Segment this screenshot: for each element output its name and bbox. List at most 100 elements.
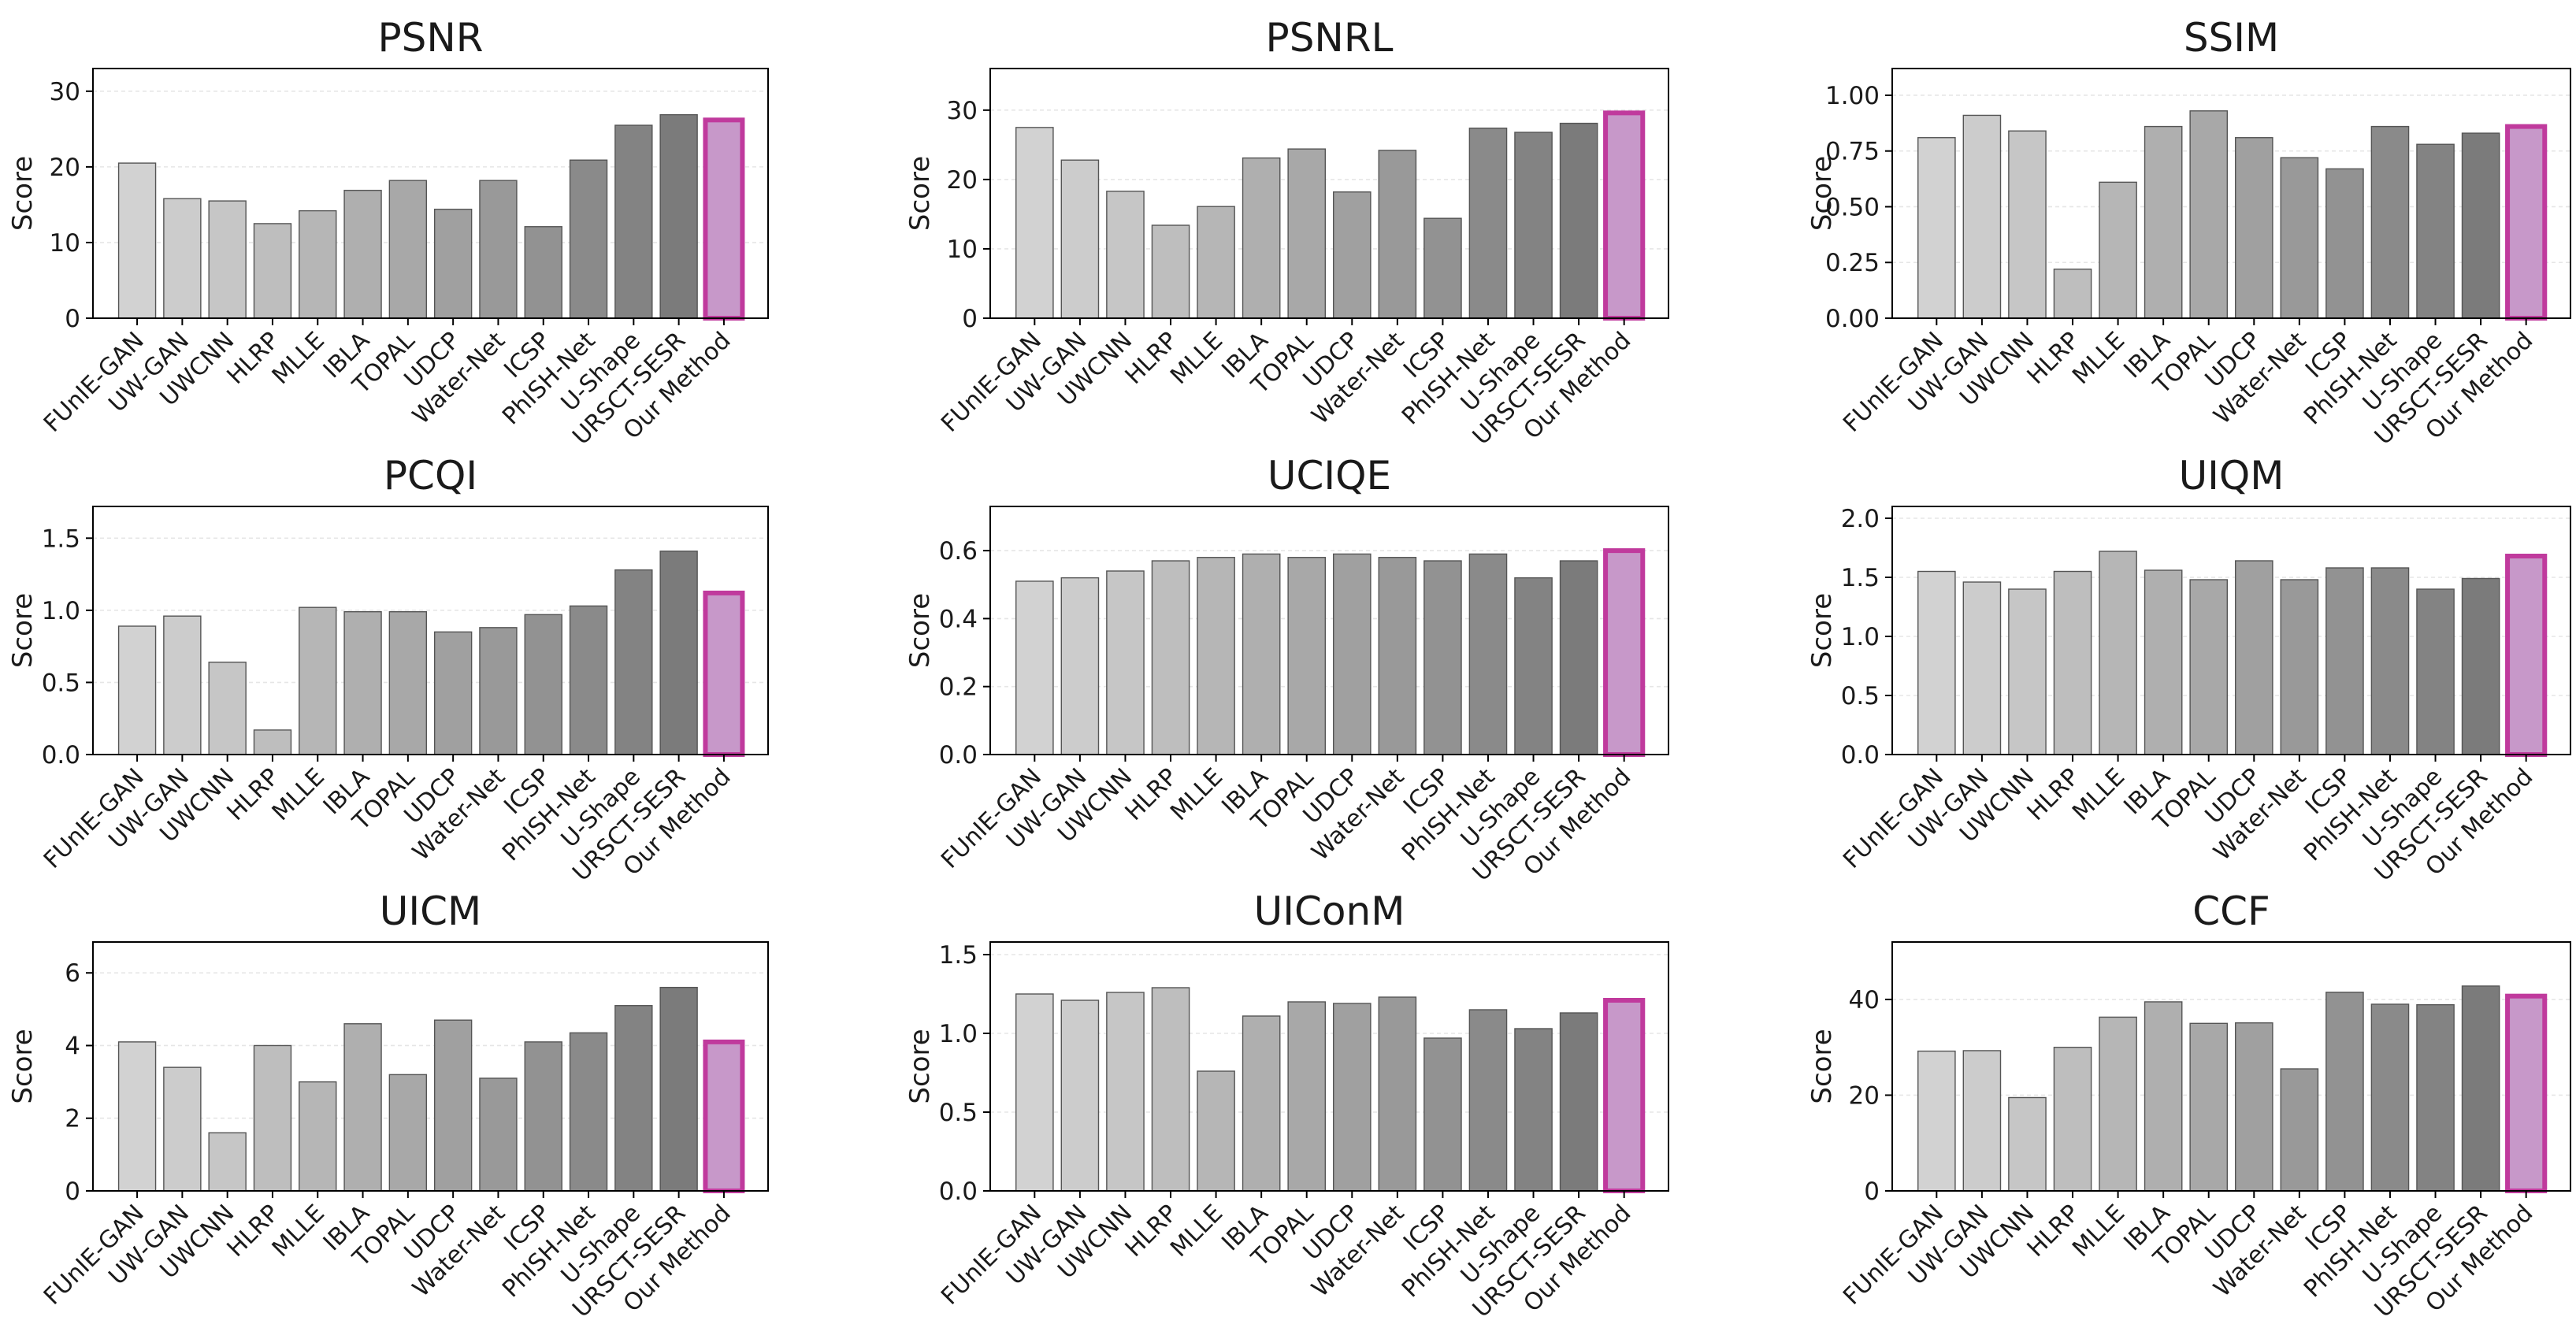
bar-our-method (703, 590, 745, 757)
bar-water-net (479, 1077, 518, 1192)
bar-hlrp (2053, 269, 2092, 319)
bar-phish-net (569, 1032, 608, 1192)
y-axis-label: Score (7, 156, 39, 231)
y-tick-label: 0.2 (939, 673, 978, 702)
bar-water-net (479, 180, 518, 319)
bar-u-shape (2416, 588, 2455, 755)
bar-funie-gan (1015, 580, 1054, 755)
bar-funie-gan (117, 162, 157, 319)
bar-u-shape (1514, 1028, 1553, 1192)
x-tick-label: HLRP (1120, 1200, 1183, 1263)
bar-water-net (2280, 1068, 2319, 1192)
bar-phish-net (2370, 1003, 2410, 1192)
x-tick-label: HLRP (222, 327, 285, 390)
axes-frame (92, 68, 769, 319)
bar-uwcnn (2008, 1096, 2047, 1192)
x-tick-label: HLRP (1120, 327, 1183, 390)
x-tick-label: HLRP (1120, 763, 1183, 826)
bar-mlle (299, 606, 337, 755)
x-tick-label: HLRP (222, 763, 285, 826)
bar-hlrp (253, 1044, 292, 1192)
x-tick-label: MLLE (2067, 1200, 2130, 1263)
bar-phish-net (569, 605, 608, 755)
y-tick-label: 0.50 (1825, 193, 1880, 221)
bar-topal (1287, 148, 1327, 319)
bar-topal (2189, 1022, 2229, 1192)
bar-ibla (1242, 157, 1281, 319)
y-tick-label: 0.0 (939, 741, 978, 770)
bar-udcp (2234, 1022, 2273, 1192)
x-tick-label: HLRP (2022, 327, 2085, 390)
x-tick-label: HLRP (2022, 1200, 2085, 1263)
y-tick-label: 0.6 (939, 537, 978, 566)
y-tick-label: 10 (947, 236, 978, 264)
x-tick-label: MLLE (1165, 327, 1228, 390)
bar-ursct-sesr (2461, 577, 2500, 755)
bar-u-shape (614, 1005, 653, 1192)
y-axis-label: Score (904, 156, 936, 231)
y-tick-label: 20 (947, 166, 978, 195)
chart-pcqi: PCQIScore0.00.51.01.5FUnIE-GANUW-GANUWCN… (7, 453, 769, 887)
bar-our-method (703, 117, 745, 321)
bar-uw-gan (1962, 114, 2002, 319)
bar-udcp (1332, 553, 1372, 755)
bar-our-method (2505, 993, 2548, 1193)
y-tick-label: 0.0 (42, 741, 80, 770)
bar-ibla (2144, 125, 2183, 319)
bar-ursct-sesr (2461, 132, 2500, 319)
bar-ursct-sesr (659, 113, 698, 319)
bar-u-shape (614, 124, 653, 319)
bar-udcp (433, 208, 473, 319)
bar-uw-gan (1060, 577, 1100, 755)
bar-icsp (524, 614, 562, 755)
bar-topal (388, 1074, 428, 1192)
bar-phish-net (1468, 128, 1508, 319)
bar-icsp (1423, 217, 1462, 319)
bar-icsp (2325, 567, 2364, 755)
bar-phish-net (2370, 567, 2410, 755)
bar-mlle (1197, 206, 1235, 319)
axes-frame (1891, 68, 2571, 319)
bar-icsp (1423, 1037, 1462, 1192)
chart-title: UICM (380, 888, 481, 934)
bar-icsp (2325, 168, 2364, 319)
bar-funie-gan (1015, 993, 1054, 1192)
bar-phish-net (1468, 1009, 1508, 1192)
bar-topal (1287, 557, 1327, 755)
x-tick-label: MLLE (2067, 763, 2130, 826)
bar-uwcnn (208, 200, 247, 319)
y-tick-label: 40 (1849, 986, 1880, 1014)
chart-title: UCIQE (1268, 453, 1391, 499)
bar-u-shape (1514, 577, 1553, 755)
bar-udcp (1332, 191, 1372, 319)
bar-mlle (299, 1081, 337, 1192)
bar-udcp (2234, 137, 2273, 319)
x-tick-label: MLLE (267, 1200, 330, 1263)
bar-hlrp (2053, 1046, 2092, 1192)
bar-topal (388, 610, 428, 755)
bar-uwcnn (2008, 130, 2047, 319)
bar-topal (2189, 110, 2229, 319)
bar-water-net (2280, 579, 2319, 755)
y-tick-label: 0.00 (1825, 305, 1880, 333)
axes-frame (1891, 506, 2571, 755)
y-tick-label: 0.0 (1841, 741, 1880, 770)
bar-hlrp (1151, 560, 1190, 755)
bar-u-shape (2416, 1003, 2455, 1192)
chart-ccf: CCFScore02040FUnIE-GANUW-GANUWCNNHLRPMLL… (1806, 888, 2571, 1323)
bar-uwcnn (2008, 588, 2047, 755)
bar-icsp (524, 226, 562, 319)
chart-title: CCF (2192, 888, 2270, 934)
bar-ursct-sesr (1559, 122, 1598, 319)
y-tick-label: 1.0 (1841, 623, 1880, 651)
chart-title: SSIM (2184, 15, 2279, 61)
y-tick-label: 4 (65, 1032, 80, 1060)
y-tick-label: 0 (962, 305, 978, 333)
y-axis-label: Score (7, 593, 39, 668)
bar-icsp (524, 1041, 562, 1192)
bar-icsp (2325, 992, 2364, 1192)
x-tick-label: MLLE (267, 327, 330, 390)
bar-uw-gan (1962, 581, 2002, 755)
y-tick-label: 1.0 (939, 1020, 978, 1048)
y-tick-label: 0.0 (939, 1178, 978, 1206)
